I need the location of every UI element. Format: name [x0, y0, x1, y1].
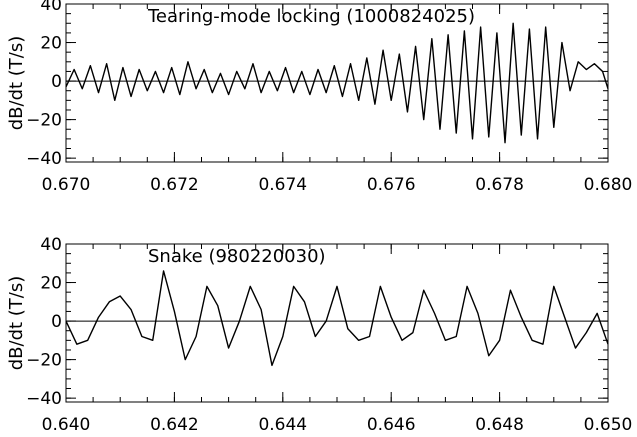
x-tick-label: 0.680	[584, 175, 633, 195]
y-tick-label: −40	[26, 149, 62, 169]
plot-frame	[65, 243, 609, 403]
y-tick-label: 0	[51, 312, 62, 332]
chart-title: Snake (980220030)	[148, 246, 326, 267]
chart-panel-snake: Snake (980220030) dB/dt (T/s) 0.640 0.642…	[6, 235, 632, 435]
chart-panel-tearing-mode: Tearing-mode locking (1000824025) dB/dt …	[6, 0, 632, 195]
x-tick-label: 0.646	[367, 415, 416, 435]
y-tick-label: 40	[40, 0, 62, 15]
series-line	[65, 22, 609, 144]
x-tick-label: 0.674	[258, 175, 307, 195]
x-tick-label: 0.678	[475, 175, 524, 195]
y-tick-label: 20	[40, 34, 62, 54]
y-tick-label: 40	[40, 235, 62, 255]
x-tick-label: 0.644	[258, 415, 307, 435]
x-tick-label: 0.648	[475, 415, 524, 435]
chart-title: Tearing-mode locking (1000824025)	[147, 6, 475, 27]
x-tick-label: 0.676	[367, 175, 416, 195]
x-tick-label: 0.650	[584, 415, 633, 435]
y-tick-label: −20	[26, 351, 62, 371]
y-axis-label: dB/dt (T/s)	[6, 36, 27, 131]
x-tick-label: 0.672	[150, 175, 199, 195]
x-tick-label: 0.640	[42, 415, 91, 435]
plot-frame	[65, 3, 609, 163]
series-line	[65, 270, 609, 367]
x-tick-label: 0.642	[150, 415, 199, 435]
y-tick-label: 20	[40, 274, 62, 294]
x-tick-label: 0.670	[42, 175, 91, 195]
y-axis-label: dB/dt (T/s)	[6, 276, 27, 371]
y-tick-label: −20	[26, 111, 62, 131]
y-tick-label: 0	[51, 72, 62, 92]
y-tick-label: −40	[26, 389, 62, 409]
